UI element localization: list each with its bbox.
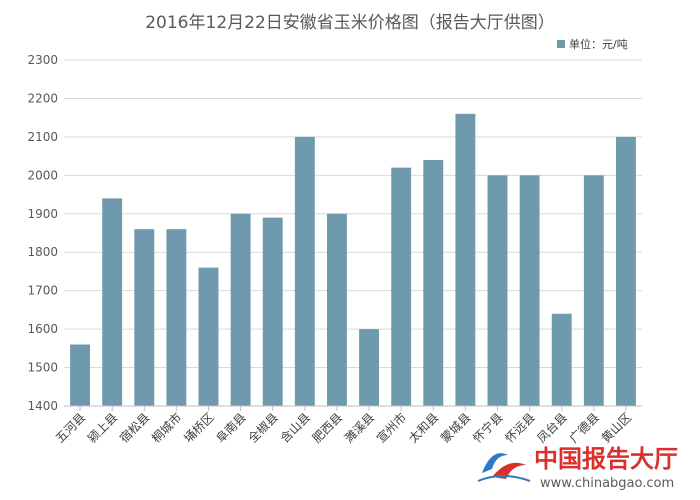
chinabgao-logo-icon <box>477 453 531 482</box>
x-tick-label: 肥西县 <box>310 410 345 445</box>
x-tick-label: 埇桥区 <box>181 410 216 445</box>
x-tick-label: 宿松县 <box>116 410 152 446</box>
legend: 单位：元/吨 <box>557 37 628 51</box>
x-tick-label: 阜南县 <box>213 410 249 446</box>
y-tick-label: 1600 <box>27 322 58 336</box>
y-tick-label: 1500 <box>27 361 58 375</box>
bar <box>198 267 219 406</box>
bar <box>615 136 636 406</box>
y-tick-label: 1800 <box>27 245 58 259</box>
bar <box>262 217 283 406</box>
bar <box>166 229 187 406</box>
x-tick-label: 濉溪县 <box>341 410 377 446</box>
x-tick-label: 怀宁县 <box>470 410 506 446</box>
bar <box>294 136 315 406</box>
bar <box>102 198 123 406</box>
bar <box>455 113 476 407</box>
y-tick-label: 2200 <box>27 91 58 105</box>
bars <box>70 113 636 407</box>
x-tick-label: 怀远县 <box>502 410 537 445</box>
bar <box>487 175 508 406</box>
y-tick-label: 2000 <box>27 168 58 182</box>
y-tick-label: 2100 <box>27 130 58 144</box>
bar <box>134 229 155 406</box>
x-tick-label: 全椒县 <box>245 410 281 446</box>
y-tick-label: 1700 <box>27 284 58 298</box>
bar <box>391 167 412 406</box>
chart-title: 2016年12月22日安徽省玉米价格图（报告大厅供图） <box>145 13 555 33</box>
x-tick-label: 蒙城县 <box>438 410 473 445</box>
x-tick-label: 宣州市 <box>373 410 409 446</box>
y-tick-label: 1400 <box>27 399 58 413</box>
legend-swatch <box>557 40 565 48</box>
bar <box>70 344 91 406</box>
bar <box>519 175 540 406</box>
bar <box>551 313 572 406</box>
x-tick-label: 广德县 <box>566 410 602 446</box>
bar <box>230 213 251 406</box>
watermark-name: 中国报告大厅 <box>534 445 678 473</box>
x-tick-label: 桐城市 <box>148 410 184 446</box>
bar <box>583 175 604 406</box>
x-axis: 五河县颍上县宿松县桐城市埇桥区阜南县全椒县含山县肥西县濉溪县宣州市太和县蒙城县怀… <box>53 405 642 446</box>
watermark: 中国报告大厅 www.chinabgao.com <box>477 445 678 491</box>
x-tick-label: 五河县 <box>53 410 88 445</box>
gridlines <box>64 59 642 407</box>
bar <box>423 159 444 406</box>
watermark-url: www.chinabgao.com <box>540 476 674 491</box>
x-tick-label: 黄山区 <box>599 410 634 445</box>
y-tick-label: 1900 <box>27 207 58 221</box>
y-axis: 1400 1500 1600 1700 1800 1900 2000 2100 2200 2300 <box>27 53 58 413</box>
x-tick-label: 含山县 <box>277 410 313 446</box>
x-tick-label: 太和县 <box>405 410 441 446</box>
bar <box>359 329 380 406</box>
x-tick-label: 凤台县 <box>534 410 570 446</box>
bar <box>326 213 347 406</box>
y-tick-label: 2300 <box>27 53 58 67</box>
legend-label: 单位：元/吨 <box>569 37 628 51</box>
x-tick-label: 颍上县 <box>85 410 120 445</box>
